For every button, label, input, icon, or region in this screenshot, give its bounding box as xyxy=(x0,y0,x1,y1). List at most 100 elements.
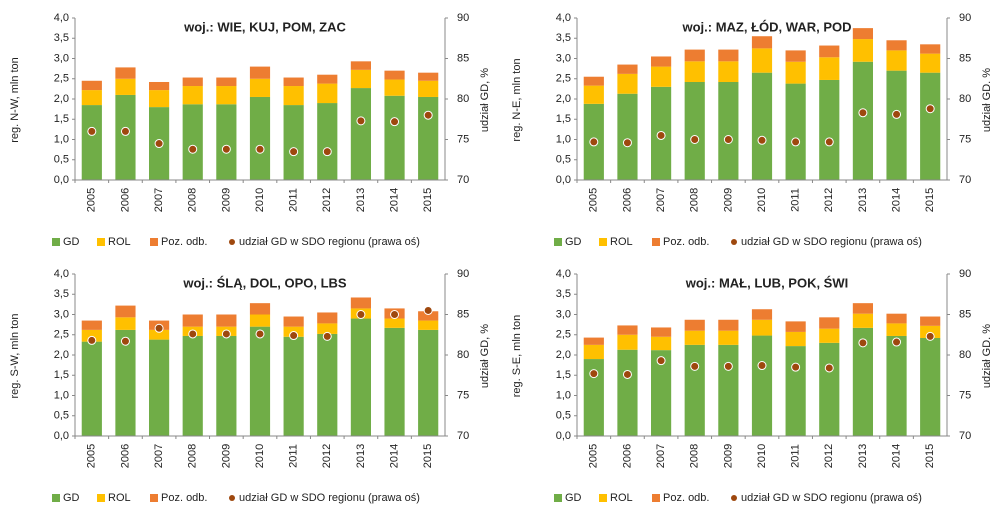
share-dot xyxy=(824,363,834,373)
bar-segment xyxy=(418,329,439,436)
y2-tick-label: 90 xyxy=(457,268,469,280)
x-tick-label: 2014 xyxy=(890,444,902,468)
share-dot xyxy=(622,369,632,379)
x-tick-label: 2008 xyxy=(187,444,199,468)
y2-tick-label: 90 xyxy=(457,12,469,24)
bar-segment xyxy=(583,359,604,436)
bar-segment xyxy=(785,321,806,332)
bar-segment xyxy=(684,319,705,331)
bar-segment xyxy=(283,336,304,436)
y-tick-label: 0,0 xyxy=(556,174,571,186)
chart-title: woj.: ŚLĄ, DOL, OPO, LBS xyxy=(182,275,347,290)
x-tick-label: 2005 xyxy=(588,188,600,212)
bar-segment xyxy=(418,311,439,321)
bar-segment xyxy=(852,61,873,180)
legend-marker xyxy=(652,238,660,246)
y-tick-label: 1,5 xyxy=(54,113,69,125)
bar-segment xyxy=(317,312,338,324)
legend-label: Poz. odb. xyxy=(663,236,709,248)
bar-segment xyxy=(785,61,806,84)
y2-tick-label: 80 xyxy=(457,349,469,361)
legend-marker xyxy=(652,494,660,502)
share-dot xyxy=(925,104,935,114)
share-dot xyxy=(925,331,935,341)
legend-label: udział GD w SDO regionu (prawa oś) xyxy=(741,236,922,248)
share-dot xyxy=(221,144,231,154)
share-dot xyxy=(255,329,265,339)
y-axis-label: reg. S-W, mln ton xyxy=(9,314,21,399)
y-tick-label: 4,0 xyxy=(54,268,69,280)
legend-label: ROL xyxy=(108,236,131,248)
bar-segment xyxy=(852,313,873,328)
share-dot xyxy=(423,305,433,315)
bar-segment xyxy=(617,64,638,74)
bar-segment xyxy=(350,61,371,70)
bar-segment xyxy=(718,81,739,180)
chart: 0,0 0,5 1,0 1,5 2,0 2,5 3,0 3,5 4,0 70 75 80 85 90 200… xyxy=(511,12,993,248)
bar-segment xyxy=(418,96,439,180)
bar-segment xyxy=(751,36,773,49)
bar-segment xyxy=(384,79,405,96)
legend-label: ROL xyxy=(610,236,633,248)
bar-segment xyxy=(384,70,405,80)
share-dot xyxy=(255,144,265,154)
y2-tick-label: 80 xyxy=(959,349,971,361)
legend-label: GD xyxy=(565,492,582,504)
x-tick-label: 2011 xyxy=(790,188,802,212)
y-tick-label: 1,5 xyxy=(54,369,69,381)
y2-tick-label: 90 xyxy=(959,268,971,280)
bar-segment xyxy=(384,318,405,328)
bar-segment xyxy=(819,328,840,343)
x-tick-label: 2012 xyxy=(823,444,835,468)
x-tick-label: 2015 xyxy=(924,188,936,212)
y-tick-label: 0,0 xyxy=(556,430,571,442)
y2-tick-label: 70 xyxy=(959,174,971,186)
bar-segment xyxy=(350,88,371,180)
y-tick-label: 3,5 xyxy=(54,32,69,44)
legend-label: ROL xyxy=(610,492,633,504)
legend-marker xyxy=(554,494,562,502)
legend-marker xyxy=(150,238,158,246)
bar-segment xyxy=(617,349,638,436)
y-tick-label: 1,5 xyxy=(556,369,571,381)
legend-label: udział GD w SDO regionu (prawa oś) xyxy=(741,492,922,504)
legend-label: Poz. odb. xyxy=(161,236,207,248)
share-dot xyxy=(858,338,868,348)
y2-tick-label: 85 xyxy=(457,52,469,64)
x-tick-label: 2005 xyxy=(588,444,600,468)
share-dot xyxy=(289,331,299,341)
y-tick-label: 0,5 xyxy=(556,154,571,166)
x-tick-label: 2006 xyxy=(621,444,633,468)
y-tick-label: 3,0 xyxy=(556,52,571,64)
y-tick-label: 2,5 xyxy=(556,73,571,85)
bar-segment xyxy=(718,319,739,331)
bar-segment xyxy=(920,72,941,180)
bar-segment xyxy=(651,56,672,67)
bar-segment xyxy=(249,78,271,97)
y-axis-label: reg. N-W, mln ton xyxy=(9,57,21,143)
bar-segment xyxy=(651,327,672,337)
bar-segment xyxy=(651,350,672,436)
bar-segment xyxy=(216,86,237,105)
bar-segment xyxy=(751,319,773,336)
bar-segment xyxy=(886,50,907,71)
legend-marker xyxy=(731,495,737,501)
bar-segment xyxy=(819,79,840,180)
share-dot xyxy=(690,361,700,371)
bar-segment xyxy=(819,45,840,58)
bar-segment xyxy=(852,39,873,62)
legend-marker xyxy=(229,495,235,501)
share-dot xyxy=(356,310,366,319)
share-dot xyxy=(723,361,733,371)
share-dot xyxy=(589,137,599,147)
share-dot xyxy=(120,336,130,346)
legend-marker xyxy=(599,494,607,502)
y-tick-label: 2,0 xyxy=(556,349,571,361)
x-tick-label: 2006 xyxy=(621,188,633,212)
bar-segment xyxy=(115,94,136,180)
bar-segment xyxy=(583,76,604,86)
share-dot xyxy=(289,147,299,157)
share-dot xyxy=(87,335,97,345)
bar-segment xyxy=(182,86,203,105)
bar-segment xyxy=(283,86,304,106)
